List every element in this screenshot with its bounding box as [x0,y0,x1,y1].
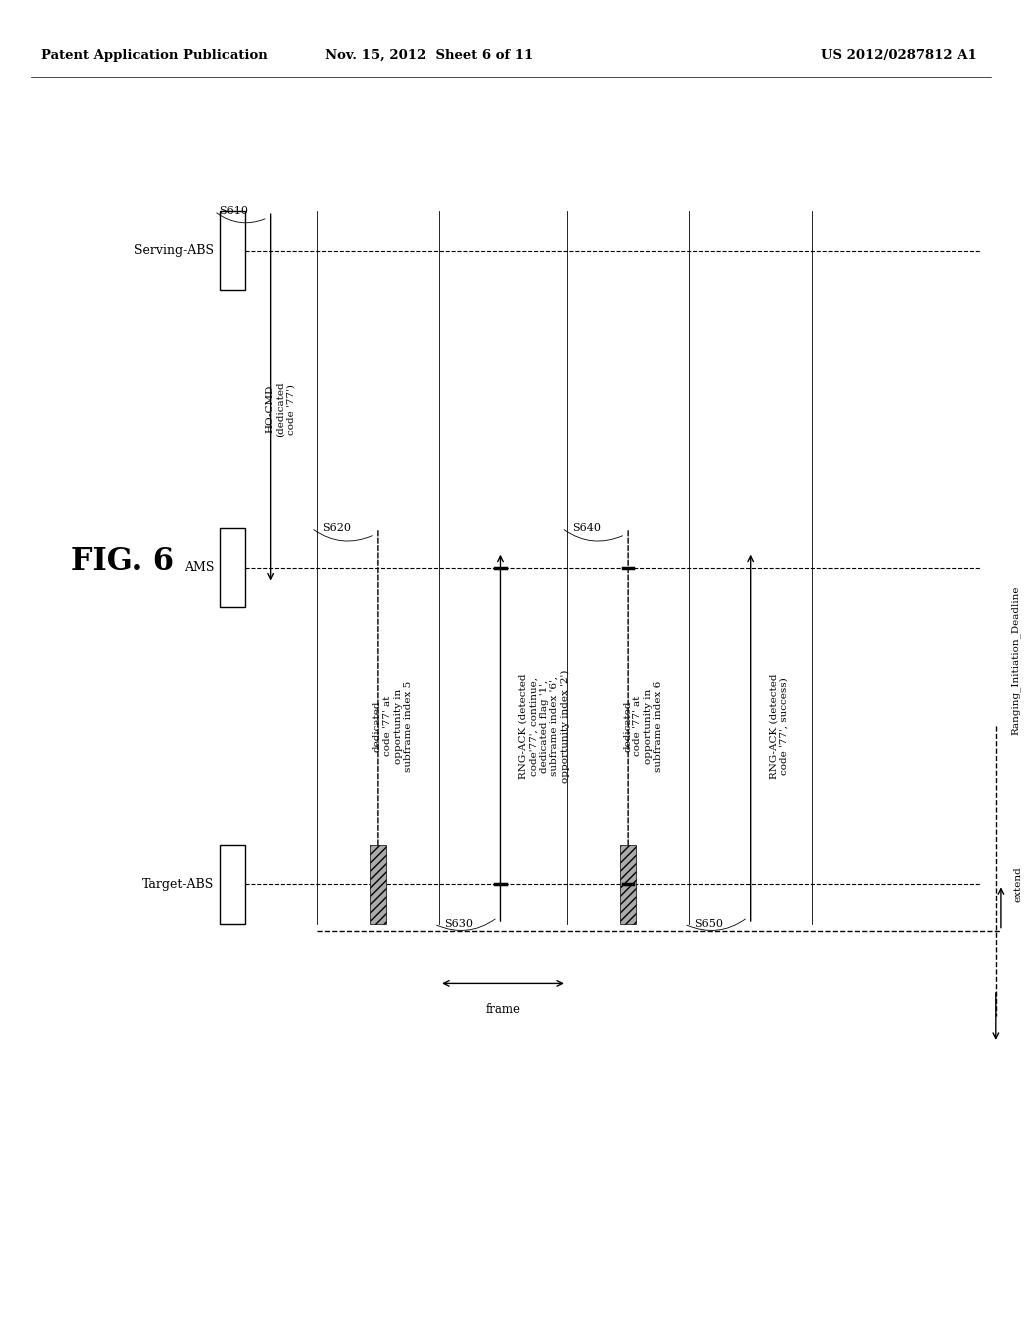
Text: S620: S620 [322,523,351,533]
Text: dedicated
code '77' at
opportunity in
subframe index 6: dedicated code '77' at opportunity in su… [623,680,664,772]
Text: S610: S610 [219,206,249,216]
Text: S650: S650 [694,919,724,929]
Text: HO-CMD
(dedicated
code '77'): HO-CMD (dedicated code '77') [265,381,295,437]
Text: Ranging_Initiation_Deadline: Ranging_Initiation_Deadline [1011,585,1021,735]
Bar [219,845,245,924]
Text: FIG. 6: FIG. 6 [72,545,174,577]
Text: Target-ABS: Target-ABS [142,878,214,891]
Text: Nov. 15, 2012  Sheet 6 of 11: Nov. 15, 2012 Sheet 6 of 11 [325,49,534,62]
Bar [219,211,245,290]
Bar [219,528,245,607]
Text: US 2012/0287812 A1: US 2012/0287812 A1 [821,49,977,62]
Text: RNG-ACK (detected
code '77', success): RNG-ACK (detected code '77', success) [769,673,788,779]
Text: RNG-ACK (detected
code'77', continue,
dedicated flag '1',
subframe index '6',
op: RNG-ACK (detected code'77', continue, de… [519,669,569,783]
Text: Serving-ABS: Serving-ABS [134,244,214,257]
Bar [620,845,636,924]
Bar [370,845,386,924]
Text: AMS: AMS [184,561,214,574]
Text: dedicated
code '77' at
opportunity in
subframe index 5: dedicated code '77' at opportunity in su… [373,680,413,772]
Text: S630: S630 [444,919,473,929]
Text: extend: extend [1013,866,1022,903]
Text: S640: S640 [572,523,601,533]
Text: Patent Application Publication: Patent Application Publication [41,49,267,62]
Text: frame: frame [485,1003,520,1016]
